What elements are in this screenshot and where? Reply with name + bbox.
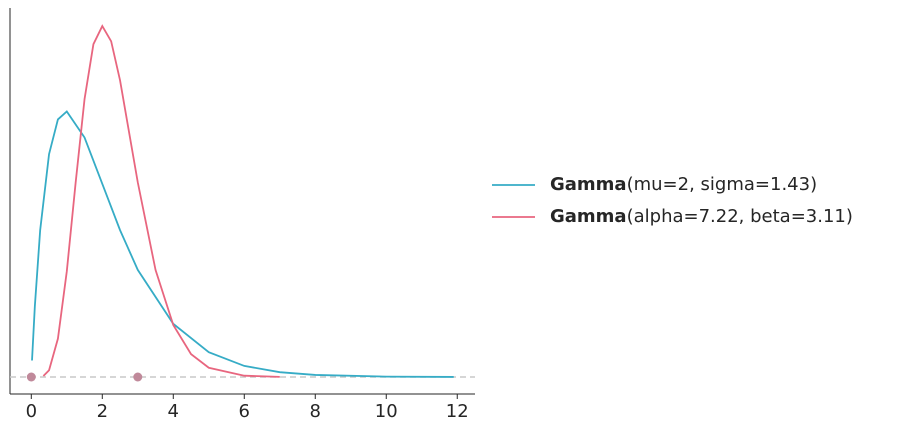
legend-label-bold: Gamma: [550, 174, 627, 195]
legend-label: Gamma(mu=2, sigma=1.43): [550, 174, 817, 195]
x-tick-label: 8: [310, 401, 321, 422]
x-tick-label: 2: [97, 401, 108, 422]
legend-label-bold: Gamma: [550, 206, 627, 227]
point: [133, 372, 143, 382]
legend-label-params: (mu=2, sigma=1.43): [627, 174, 818, 195]
x-tick-label: 0: [26, 401, 37, 422]
x-tick-label: 4: [168, 401, 179, 422]
line: [42, 24, 280, 378]
line: [31, 110, 454, 378]
x-tick-label: 10: [375, 401, 398, 422]
point: [26, 372, 36, 382]
x-tick-label: 6: [239, 401, 250, 422]
legend-label-params: (alpha=7.22, beta=3.11): [627, 206, 853, 227]
legend-label: Gamma(alpha=7.22, beta=3.11): [550, 206, 853, 227]
x-tick-label: 12: [446, 401, 469, 422]
